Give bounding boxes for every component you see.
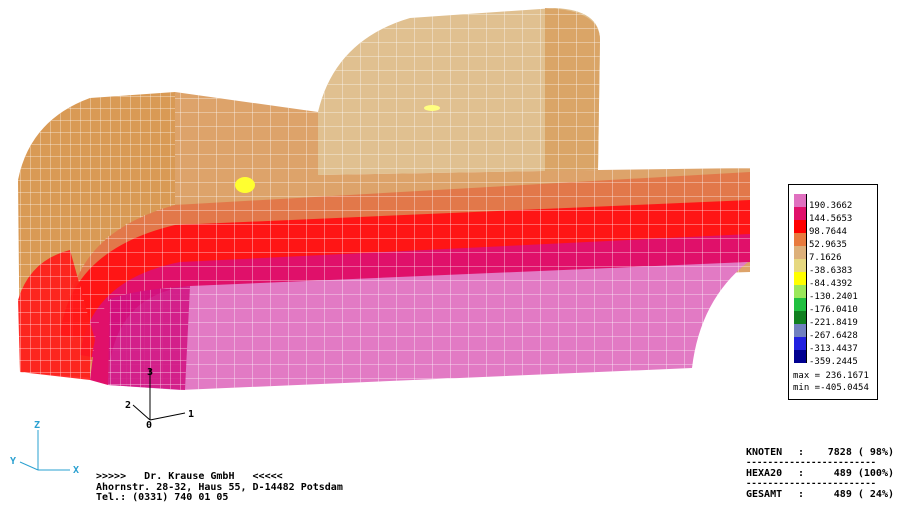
- legend-value: -267.6428: [809, 331, 858, 341]
- stress-legend: 190.3662 144.5653 98.7644 52.9635 7.1626 -38.…: [788, 184, 878, 400]
- stats-value: 489 (100%): [833, 468, 894, 479]
- stats-label: KNOTEN: [746, 447, 783, 458]
- legend-value: -359.2445: [809, 357, 858, 367]
- stats-colon: :: [798, 489, 805, 500]
- stats-separator: ------------------------: [746, 479, 877, 489]
- stats-row: HEXA20: 489 (100%): [746, 468, 896, 480]
- stats-value: 489 ( 24%): [833, 489, 894, 500]
- legend-value: -313.4437: [809, 344, 858, 354]
- legend-value: 52.9635: [809, 240, 847, 250]
- legend-value: -84.4392: [809, 279, 853, 289]
- legend-swatch: [794, 350, 807, 363]
- stats-value: 7828 ( 98%): [827, 447, 894, 458]
- legend-value: -130.2401: [809, 292, 858, 302]
- legend-value: -38.6383: [809, 266, 853, 276]
- local-axis-label-1: 1: [188, 409, 194, 420]
- global-axis-triad: [19, 430, 70, 471]
- legend-value: -221.8419: [809, 318, 858, 328]
- stats-row: GESAMT: 489 ( 24%): [746, 489, 896, 501]
- legend-swatch: [794, 194, 807, 207]
- legend-value: 7.1626: [809, 253, 842, 263]
- global-axis-x-label: X: [73, 465, 79, 476]
- local-axis-label-3: 3: [147, 367, 153, 378]
- stats-colon: :: [798, 447, 805, 458]
- main-body: [18, 92, 750, 390]
- legend-value: -176.0410: [809, 305, 858, 315]
- legend-min: min =-405.0454: [793, 383, 869, 393]
- global-axis-z-label: Z: [34, 420, 40, 431]
- legend-swatch: [794, 311, 807, 324]
- legend-value: 190.3662: [809, 201, 853, 211]
- stats-label: GESAMT: [746, 489, 783, 500]
- stats-colon: :: [798, 468, 805, 479]
- legend-swatch: [794, 324, 807, 337]
- company-info: >>>>> Dr. Krause GmbH <<<<< Ahornstr. 28-…: [96, 471, 343, 504]
- legend-swatch: [794, 298, 807, 311]
- legend-swatch: [794, 220, 807, 233]
- legend-value: 144.5653: [809, 214, 853, 224]
- company-line-2: Ahornstr. 28-32, Haus 55, D-14482 Potsda…: [96, 481, 343, 493]
- company-line-1: >>>>> Dr. Krause GmbH <<<<<: [96, 471, 283, 482]
- stats-row: KNOTEN: 7828 ( 98%): [746, 447, 896, 459]
- legend-swatch: [794, 246, 807, 259]
- legend-swatch: [794, 233, 807, 246]
- stats-separator: ------------------------: [746, 458, 877, 468]
- legend-swatch: [794, 272, 807, 285]
- legend-swatch: [794, 337, 807, 350]
- legend-swatch: [794, 259, 807, 272]
- local-axis-origin-label: 0: [146, 420, 152, 431]
- company-line-3: Tel.: (0331) 740 01 05: [96, 492, 229, 503]
- model-stats: KNOTEN:7828 ( 98%) ----------------------…: [746, 447, 896, 501]
- stats-label: HEXA20: [746, 468, 783, 479]
- upper-block: [318, 8, 600, 175]
- legend-max: max = 236.1671: [793, 371, 869, 381]
- legend-swatch: [794, 207, 807, 220]
- local-axis-label-2: 2: [125, 400, 131, 411]
- local-axis-triad: [132, 368, 186, 421]
- global-axis-y-label: Y: [10, 456, 16, 467]
- legend-swatch: [794, 285, 807, 298]
- legend-value: 98.7644: [809, 227, 847, 237]
